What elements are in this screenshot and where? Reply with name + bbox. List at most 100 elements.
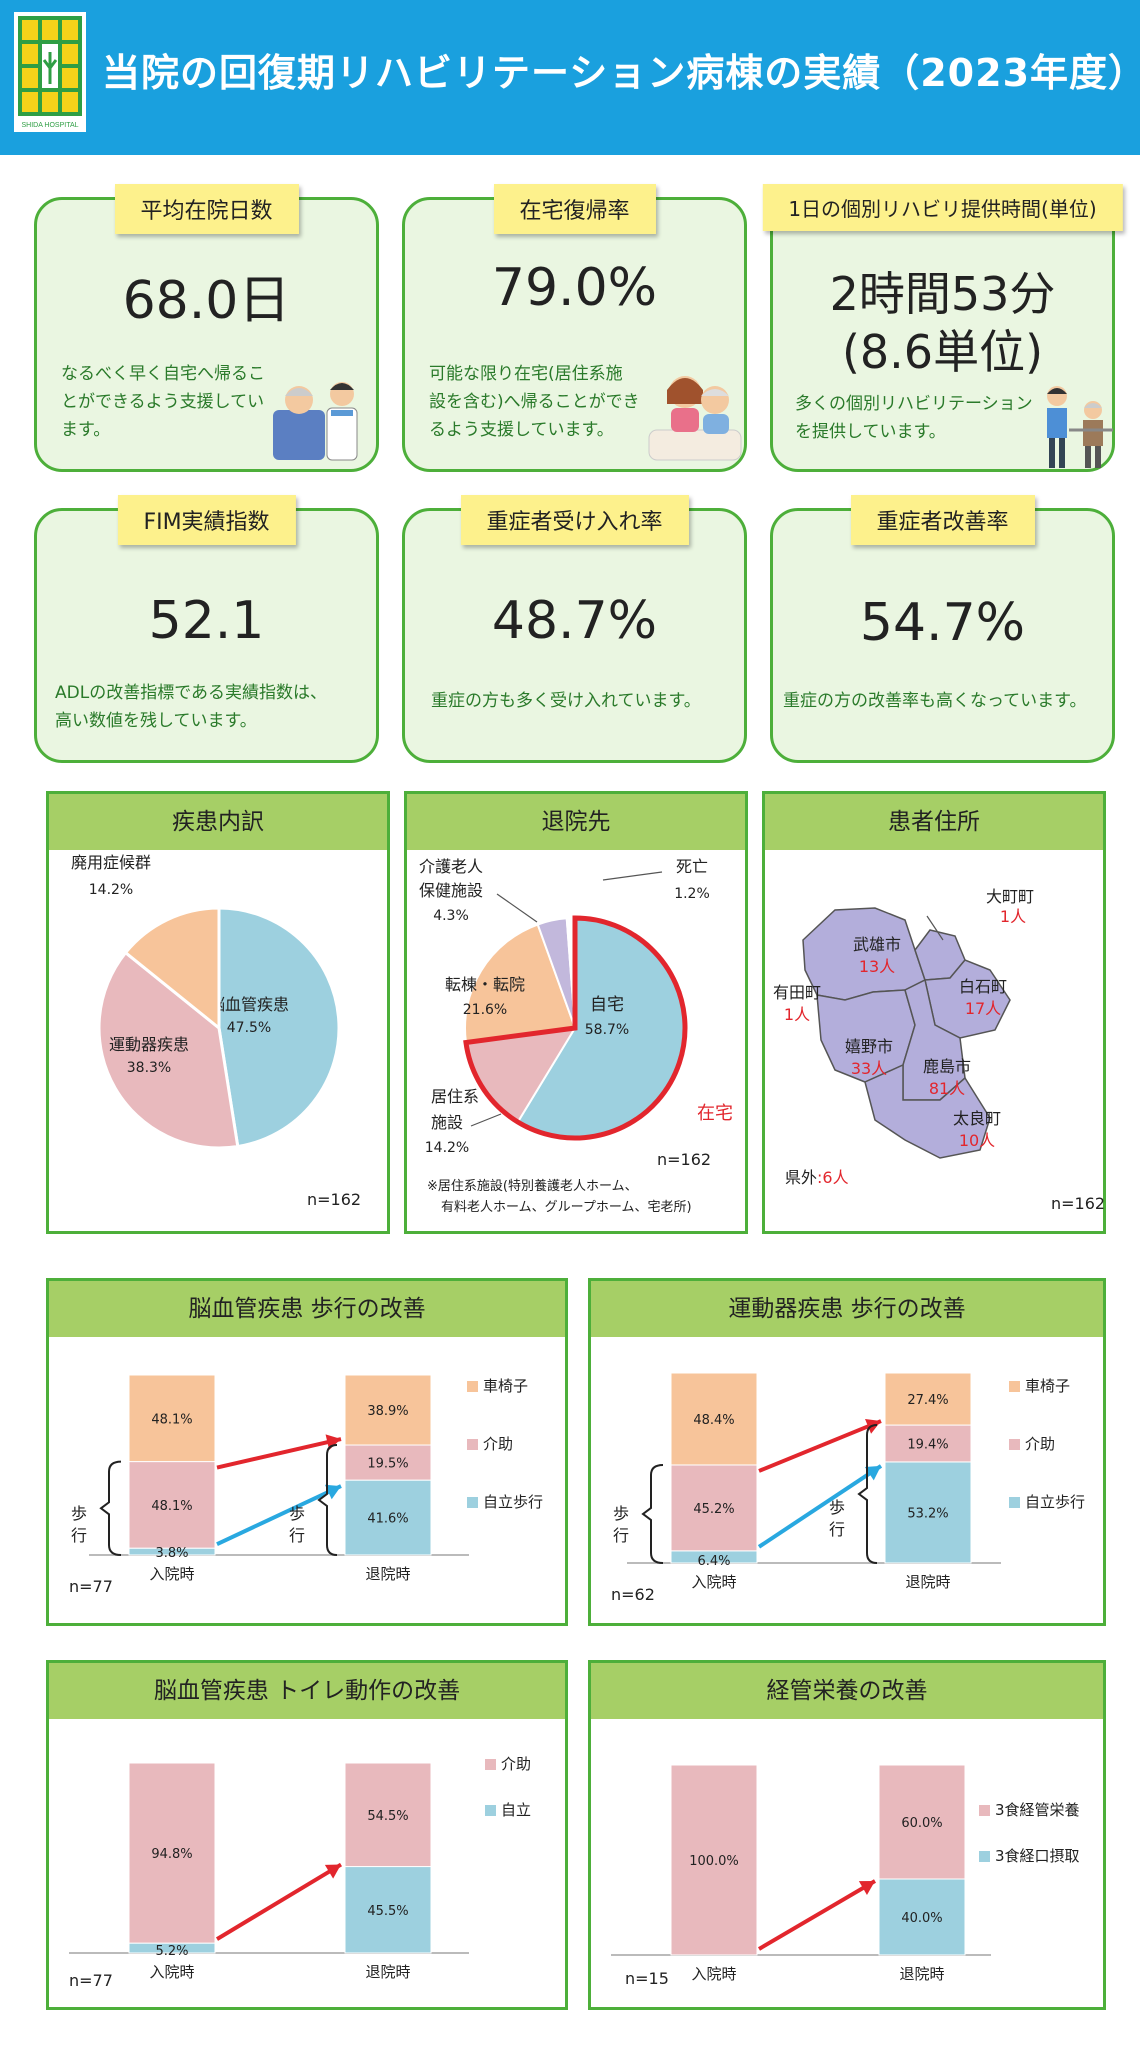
stat-card-los: 平均在院日数 68.0日 なるべく早く自宅へ帰るこ とができるよう支援してい ます。 <box>34 184 379 472</box>
bar-segment <box>670 1372 758 1466</box>
stat-label: 平均在院日数 <box>114 184 299 234</box>
sample-size: n=162 <box>307 1190 362 1209</box>
panel-toilet: 脳血管疾患 トイレ動作の改善 5.2% 94.8% 入院時 45.5% 54.5% 退院時… <box>46 1660 568 2010</box>
pie-value-label: 14.2% <box>89 882 133 898</box>
outside-pref-label: 県外:6人 <box>785 1168 849 1187</box>
x-tick-label: 入院時 <box>691 1573 736 1591</box>
bar-value-label: 5.2% <box>155 1944 188 1959</box>
legend-label: 自立 <box>501 1801 531 1819</box>
sample-size: n=162 <box>1051 1194 1106 1213</box>
nurse-patient-illustration <box>273 382 358 461</box>
stat-label: 1日の個別リハビリ提供時間(単位) <box>762 184 1123 231</box>
stat-label: FIM実績指数 <box>117 495 296 545</box>
legend-label: 介助 <box>501 1755 531 1773</box>
stat-desc: 多くの個別リハビリテーション を提供しています。 <box>795 394 1033 442</box>
legend-swatch <box>467 1497 478 1508</box>
pie-slice-label: 転棟・転院 <box>445 975 525 994</box>
improvement-arrow <box>216 1437 342 1470</box>
pie-slice-label: 死亡 <box>676 857 708 876</box>
x-tick-label: 退院時 <box>365 1963 410 1981</box>
pie-slice <box>217 906 341 1149</box>
x-tick-label: 入院時 <box>691 1965 736 1983</box>
bar-value-label: 60.0% <box>901 1816 942 1831</box>
legend-swatch <box>1009 1381 1020 1392</box>
legend-label: 3食経口摂取 <box>995 1847 1080 1865</box>
bar-value-label: 48.1% <box>151 1499 192 1514</box>
panel-address: 患者住所 大町町 1人 武雄市 13人 有田町 1人 白石町 17人 嬉野市 3… <box>762 791 1106 1234</box>
bar-segment <box>344 1374 432 1446</box>
legend-label: 車椅子 <box>483 1377 528 1395</box>
walk-bracket <box>857 1424 878 1564</box>
walk-bracket <box>99 1460 122 1556</box>
panel-discharge: 退院先 自宅 58.7% 居住系 施設 14.2% 転棟・転院 21.6% 介護老人 保健施設 4… <box>404 791 748 1234</box>
address-map: 大町町 1人 武雄市 13人 有田町 1人 白石町 17人 嬉野市 33人 鹿島… <box>773 887 1034 1159</box>
panel-title: 脳血管疾患 トイレ動作の改善 <box>49 1663 565 1719</box>
walk-label: 歩 <box>289 1504 305 1523</box>
bar-segment <box>128 1374 216 1463</box>
walk-label: 行 <box>71 1526 87 1545</box>
pie-slice-label: 運動器疾患 <box>109 1035 189 1054</box>
legend-swatch <box>1009 1439 1020 1450</box>
map-town-name: 大町町 <box>986 887 1034 906</box>
panel-walk-ortho: 運動器疾患 歩行の改善 6.4% 45.2% 48.4% 入院時 53.2% 19.4% 2… <box>588 1278 1106 1626</box>
walk-cvd-bar-chart: 3.8% 48.1% 48.1% 入院時 41.6% 19.5% 38.9% 退院時 車椅子介助… <box>71 1374 543 1583</box>
bar-segment <box>344 1866 432 1954</box>
map-region-takeo <box>802 907 926 1001</box>
bar-value-label: 48.4% <box>693 1413 734 1428</box>
pie-value-label: 21.6% <box>463 1002 507 1018</box>
hospital-logo: SHIDA HOSPITAL <box>14 12 86 132</box>
x-tick-label: 退院時 <box>899 1965 944 1983</box>
walking-rehab-illustration <box>1047 386 1113 468</box>
bar-value-label: 38.9% <box>367 1404 408 1419</box>
logo-text: SHIDA HOSPITAL <box>21 122 78 129</box>
bar-segment <box>128 1762 216 1944</box>
map-town-count: 1人 <box>784 1005 810 1024</box>
legend-label: 3食経管栄養 <box>995 1801 1080 1819</box>
sample-size: n=62 <box>611 1585 655 1604</box>
panel-walk-cvd: 脳血管疾患 歩行の改善 3.8% 48.1% 48.1% 入院時 41.6% 19.5% 3… <box>46 1278 568 1626</box>
bar-value-label: 19.4% <box>907 1437 948 1452</box>
pie-slice-label: 自宅 <box>590 995 624 1015</box>
tube-feeding-bar-chart: 100.0% 入院時 40.0% 60.0% 退院時 3食経管栄養 3食経口摂取 <box>611 1764 1080 1983</box>
legend-swatch <box>467 1439 478 1450</box>
legend-label: 自立歩行 <box>1025 1493 1085 1511</box>
pie-slice-label: 施設 <box>431 1113 463 1132</box>
stat-desc: 重症の方も多く受け入れています。 <box>431 691 701 711</box>
stat-value: 79.0% <box>491 258 658 318</box>
walk-bracket <box>317 1444 338 1556</box>
independence-arrow-head <box>324 1484 341 1500</box>
leader-line <box>602 871 663 881</box>
pie-slice <box>97 950 240 1150</box>
bar-segment <box>344 1479 432 1556</box>
panel-title: 経管栄養の改善 <box>591 1663 1103 1719</box>
bar-segment <box>344 1444 432 1481</box>
panel-tube-feeding: 経管栄養の改善 100.0% 入院時 40.0% 60.0% 退院時 3食経管栄養 3食経口… <box>588 1660 1106 2010</box>
bar-value-label: 48.1% <box>151 1412 192 1427</box>
map-region-tara <box>864 1063 991 1159</box>
footnote-2: 有料老人ホーム、グループホーム、宅老所) <box>441 1200 692 1215</box>
leader-line <box>496 893 538 923</box>
bar-segment <box>128 1461 216 1549</box>
panel-title: 患者住所 <box>765 794 1103 850</box>
bar-segment <box>344 1762 432 1868</box>
bar-value-label: 54.5% <box>367 1809 408 1824</box>
stat-value: 48.7% <box>491 591 658 651</box>
improvement-arrow-head <box>324 1864 341 1879</box>
map-connector-line <box>926 915 944 941</box>
pie-value-label: 58.7% <box>585 1022 629 1038</box>
map-town-name: 白石町 <box>959 977 1007 996</box>
bar-value-label: 6.4% <box>697 1554 730 1569</box>
independence-arrow <box>757 1464 883 1549</box>
stat-label: 重症者改善率 <box>850 495 1035 545</box>
sample-size: n=77 <box>69 1577 113 1596</box>
pie-slice-label: 脳血管疾患 <box>209 995 289 1014</box>
walk-bracket <box>641 1463 664 1564</box>
stat-desc: ADLの改善指標である実績指数は、 高い数値を残しています。 <box>55 683 328 731</box>
bar-value-label: 40.0% <box>901 1911 942 1926</box>
bar-value-label: 100.0% <box>689 1854 739 1869</box>
improvement-arrow-head <box>858 1881 875 1895</box>
panel-title: 脳血管疾患 歩行の改善 <box>49 1281 565 1337</box>
pie-slice-label: 廃用症候群 <box>71 853 151 872</box>
